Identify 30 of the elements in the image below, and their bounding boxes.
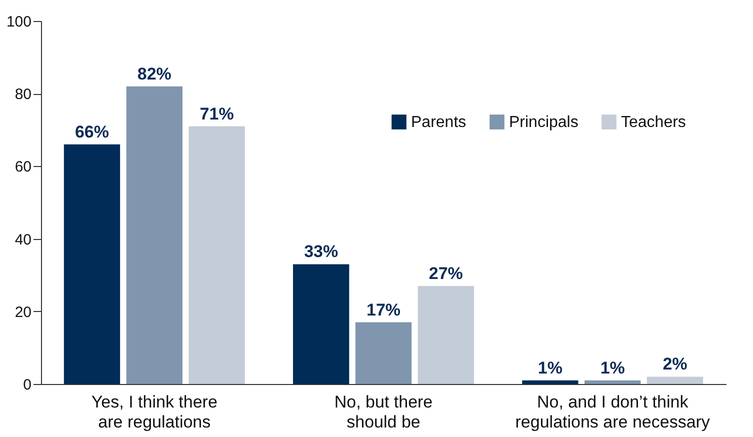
data-label: 27% bbox=[428, 264, 463, 283]
bar bbox=[418, 286, 474, 384]
bar bbox=[64, 144, 120, 384]
bar bbox=[126, 86, 182, 384]
bar bbox=[584, 380, 641, 384]
bar bbox=[522, 380, 578, 384]
data-label: 71% bbox=[200, 104, 234, 124]
data-label: 66% bbox=[74, 122, 110, 142]
x-tick-label: Yes, I think there are regulations bbox=[91, 392, 218, 432]
y-tick-label: 100 bbox=[6, 14, 32, 30]
data-label: 1% bbox=[538, 358, 562, 378]
y-tick-label: 80 bbox=[14, 86, 32, 104]
data-label: 1% bbox=[600, 358, 625, 378]
bar bbox=[355, 322, 412, 384]
y-tick-label: 0 bbox=[23, 376, 32, 394]
legend-label: Principals bbox=[509, 114, 578, 131]
bar bbox=[293, 264, 350, 384]
bar bbox=[646, 376, 704, 384]
y-tick-label: 60 bbox=[14, 158, 32, 176]
y-tick-label: 20 bbox=[14, 304, 32, 321]
legend-label: Teachers bbox=[621, 114, 686, 131]
legend-label: Parents bbox=[411, 114, 466, 131]
x-tick-label: No, and I don’t think regulations are necessary bbox=[515, 392, 710, 432]
x-tick-label: No, but there should be bbox=[334, 392, 433, 432]
data-label: 17% bbox=[366, 300, 401, 320]
data-label: 33% bbox=[304, 242, 338, 262]
data-label: 2% bbox=[662, 354, 688, 374]
data-label: 82% bbox=[137, 64, 172, 84]
y-tick-label: 40 bbox=[14, 231, 32, 248]
bar bbox=[188, 126, 245, 384]
